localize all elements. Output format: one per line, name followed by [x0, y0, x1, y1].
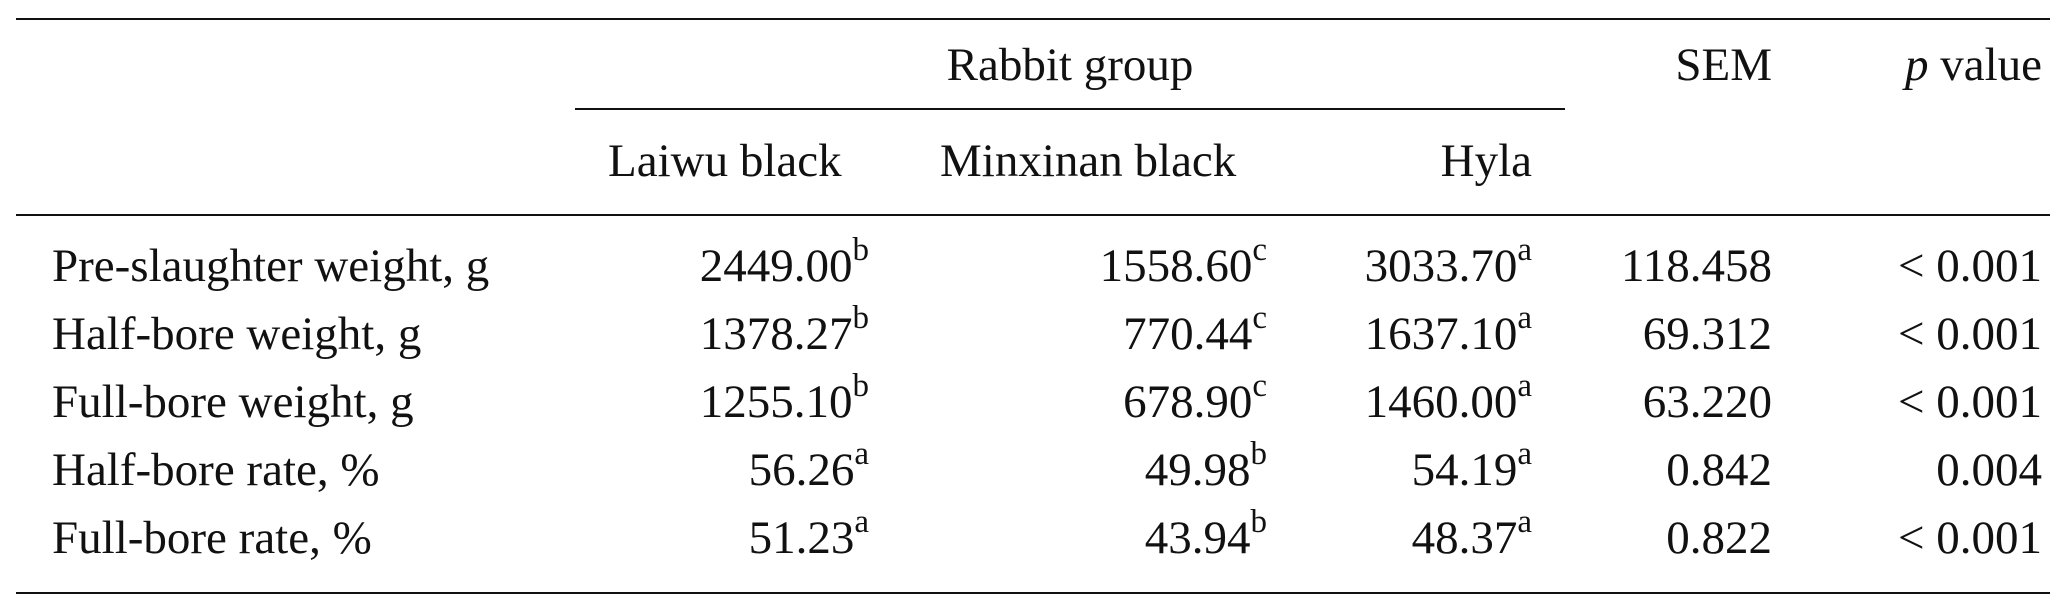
- p-italic: p: [1904, 39, 1929, 91]
- p-value-header: p value: [1905, 42, 2042, 89]
- column-header-laiwu-black: Laiwu black: [608, 135, 842, 187]
- row-label: Pre-slaughter weight, g: [52, 240, 490, 292]
- cell-hyla: 1460.00a: [1364, 368, 1532, 428]
- cell-minxinan: 43.94b: [1144, 504, 1267, 564]
- cell-sem: 0.822: [1666, 512, 1772, 564]
- cell-laiwu: 1255.10b: [699, 368, 869, 428]
- group-header-rule: [575, 108, 1565, 110]
- table-top-rule: [16, 18, 2050, 20]
- cell-hyla: 48.37a: [1411, 504, 1532, 564]
- table-header-rule: [16, 214, 2050, 216]
- cell-sem: 118.458: [1620, 240, 1772, 292]
- cell-minxinan: 770.44c: [1123, 300, 1267, 360]
- cell-laiwu: 2449.00b: [699, 232, 869, 292]
- p-header-rest: value: [1928, 39, 2042, 91]
- cell-minxinan: 1558.60c: [1099, 232, 1267, 292]
- cell-p-value: 0.004: [1936, 444, 2042, 496]
- cell-sem: 63.220: [1642, 376, 1772, 428]
- table-bottom-rule: [16, 592, 2050, 594]
- row-label: Full-bore weight, g: [52, 376, 414, 428]
- column-header-hyla: Hyla: [1440, 135, 1532, 187]
- cell-hyla: 3033.70a: [1364, 232, 1532, 292]
- cell-p-value: < 0.001: [1897, 240, 2042, 292]
- sem-header: SEM: [1675, 39, 1772, 91]
- cell-p-value: < 0.001: [1897, 376, 2042, 428]
- row-label: Half-bore weight, g: [52, 308, 422, 360]
- cell-p-value: < 0.001: [1897, 308, 2042, 360]
- cell-hyla: 54.19a: [1411, 436, 1532, 496]
- cell-laiwu: 51.23a: [748, 504, 869, 564]
- cell-p-value: < 0.001: [1897, 512, 2042, 564]
- cell-sem: 0.842: [1666, 444, 1772, 496]
- cell-laiwu: 56.26a: [748, 436, 869, 496]
- cell-minxinan: 678.90c: [1123, 368, 1267, 428]
- cell-laiwu: 1378.27b: [699, 300, 869, 360]
- cell-minxinan: 49.98b: [1144, 436, 1267, 496]
- column-header-minxinan-black: Minxinan black: [940, 135, 1237, 187]
- group-header: Rabbit group: [946, 39, 1194, 91]
- cell-hyla: 1637.10a: [1364, 300, 1532, 360]
- row-label: Full-bore rate, %: [52, 512, 372, 564]
- cell-sem: 69.312: [1642, 308, 1772, 360]
- row-label: Half-bore rate, %: [52, 444, 380, 496]
